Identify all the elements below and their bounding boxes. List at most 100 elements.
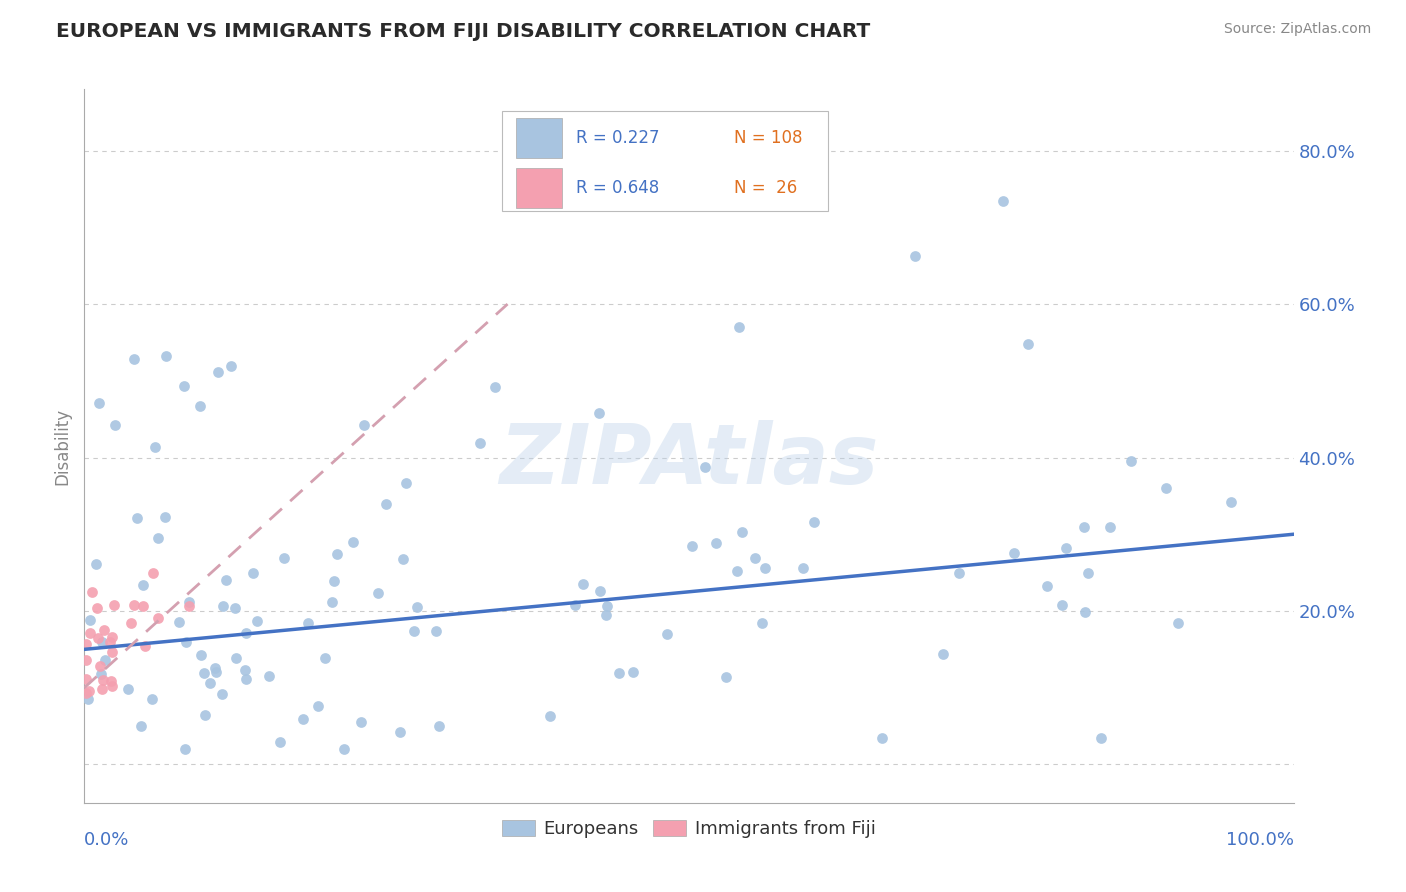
Point — [100, 645, 122, 659]
Point — [90, 667, 112, 681]
Point — [177, 599, 200, 613]
Point — [98, 635, 121, 649]
Point — [427, 719, 450, 733]
Point — [350, 715, 373, 730]
Point — [219, 359, 242, 373]
Point — [75, 638, 97, 652]
Point — [204, 665, 226, 679]
Point — [588, 406, 610, 420]
Point — [716, 670, 738, 684]
Point — [204, 660, 226, 674]
Text: Source: ZipAtlas.com: Source: ZipAtlas.com — [1223, 22, 1371, 37]
Point — [353, 417, 375, 432]
Point — [194, 707, 217, 722]
Point — [402, 624, 425, 639]
Point — [153, 510, 176, 524]
Point — [564, 598, 586, 612]
Point — [79, 613, 101, 627]
Point — [132, 599, 155, 613]
Point — [91, 682, 114, 697]
Point — [198, 676, 221, 690]
Point — [904, 249, 927, 263]
Point — [259, 669, 281, 683]
Point — [242, 566, 264, 580]
Point — [117, 682, 139, 697]
Point — [131, 718, 153, 732]
Point — [991, 194, 1014, 208]
Point — [321, 595, 343, 609]
Text: 0.0%: 0.0% — [84, 831, 129, 849]
Point — [122, 598, 145, 612]
Point — [596, 599, 619, 613]
Point — [1073, 519, 1095, 533]
FancyBboxPatch shape — [502, 111, 828, 211]
Point — [75, 652, 97, 666]
Point — [79, 625, 101, 640]
Point — [1036, 579, 1059, 593]
Point — [297, 615, 319, 630]
Point — [84, 558, 107, 572]
Point — [173, 379, 195, 393]
Point — [224, 601, 246, 615]
Legend: Europeans, Immigrants from Fiji: Europeans, Immigrants from Fiji — [495, 813, 883, 845]
Point — [89, 659, 111, 673]
Point — [367, 586, 389, 600]
Text: R = 0.648: R = 0.648 — [576, 179, 659, 197]
Point — [100, 673, 122, 688]
Point — [75, 672, 97, 686]
Point — [148, 531, 170, 545]
Point — [190, 648, 212, 663]
Point — [870, 731, 893, 745]
Point — [728, 320, 751, 334]
Point — [389, 724, 412, 739]
Point — [143, 440, 166, 454]
Point — [470, 436, 492, 450]
Point — [193, 666, 215, 681]
Point — [406, 599, 429, 614]
Point — [212, 599, 235, 613]
Text: N =  26: N = 26 — [734, 179, 797, 197]
Point — [538, 708, 561, 723]
Point — [704, 535, 727, 549]
Point — [1119, 454, 1142, 468]
Point — [207, 365, 229, 379]
Point — [141, 692, 163, 706]
Point — [120, 616, 142, 631]
Point — [1098, 520, 1121, 534]
Point — [82, 585, 104, 599]
Point — [93, 623, 115, 637]
Point — [595, 608, 617, 623]
Point — [273, 550, 295, 565]
Point — [246, 614, 269, 628]
Point — [754, 561, 776, 575]
Point — [142, 566, 165, 581]
Point — [235, 663, 257, 677]
Point — [87, 632, 110, 646]
Point — [177, 595, 200, 609]
Point — [607, 666, 630, 681]
Point — [792, 561, 814, 575]
Point — [174, 635, 197, 649]
Point — [86, 601, 108, 615]
Point — [932, 647, 955, 661]
Point — [572, 577, 595, 591]
Point — [332, 742, 354, 756]
Point — [174, 742, 197, 756]
Point — [167, 615, 190, 630]
Point — [314, 650, 336, 665]
Point — [342, 535, 364, 549]
Point — [1090, 731, 1112, 745]
Point — [725, 564, 748, 578]
Point — [90, 634, 112, 648]
Point — [1050, 598, 1073, 612]
Point — [375, 498, 398, 512]
Point — [1002, 546, 1025, 560]
Point — [803, 516, 825, 530]
Text: 100.0%: 100.0% — [1226, 831, 1294, 849]
Point — [392, 551, 415, 566]
Point — [77, 692, 100, 706]
Point — [589, 583, 612, 598]
Point — [77, 684, 100, 698]
Point — [225, 651, 247, 665]
Point — [1073, 606, 1095, 620]
